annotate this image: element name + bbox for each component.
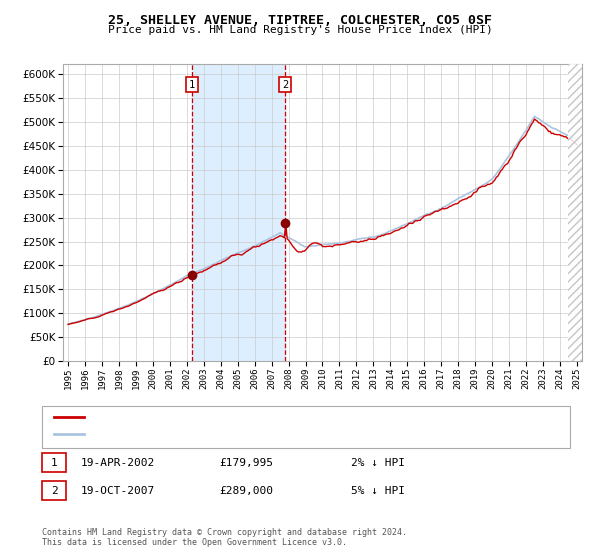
Text: 25, SHELLEY AVENUE, TIPTREE, COLCHESTER, CO5 0SF (detached house): 25, SHELLEY AVENUE, TIPTREE, COLCHESTER,… bbox=[90, 412, 472, 422]
Text: 2: 2 bbox=[282, 80, 289, 90]
Bar bbox=[192, 64, 285, 361]
Text: 19-OCT-2007: 19-OCT-2007 bbox=[81, 486, 155, 496]
Text: 1: 1 bbox=[189, 80, 195, 90]
Text: 1: 1 bbox=[50, 458, 58, 468]
Text: 5% ↓ HPI: 5% ↓ HPI bbox=[351, 486, 405, 496]
Text: 25, SHELLEY AVENUE, TIPTREE, COLCHESTER, CO5 0SF: 25, SHELLEY AVENUE, TIPTREE, COLCHESTER,… bbox=[108, 14, 492, 27]
Text: £289,000: £289,000 bbox=[219, 486, 273, 496]
Text: 19-APR-2002: 19-APR-2002 bbox=[81, 458, 155, 468]
Text: Contains HM Land Registry data © Crown copyright and database right 2024.
This d: Contains HM Land Registry data © Crown c… bbox=[42, 528, 407, 547]
Text: HPI: Average price, detached house, Colchester: HPI: Average price, detached house, Colc… bbox=[90, 429, 360, 439]
Text: 2% ↓ HPI: 2% ↓ HPI bbox=[351, 458, 405, 468]
Text: Price paid vs. HM Land Registry's House Price Index (HPI): Price paid vs. HM Land Registry's House … bbox=[107, 25, 493, 35]
Text: £179,995: £179,995 bbox=[219, 458, 273, 468]
Text: 2: 2 bbox=[50, 486, 58, 496]
